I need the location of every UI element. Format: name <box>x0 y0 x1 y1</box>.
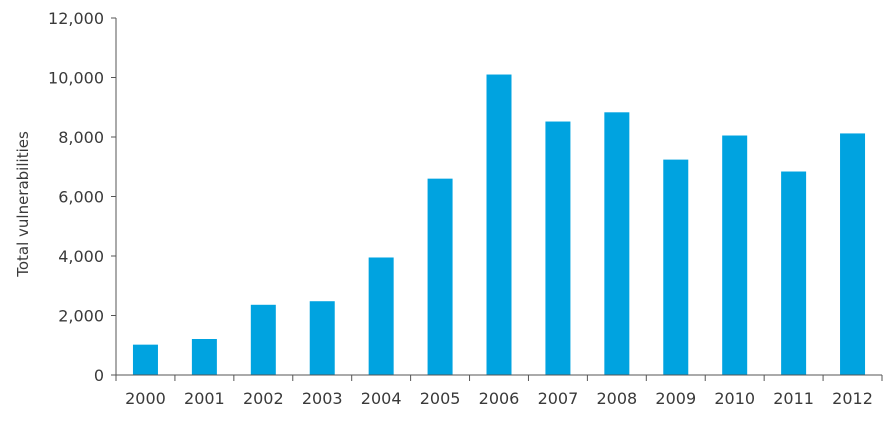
y-axis: 0 2,000 4,000 6,000 8,000 10,000 12,000 <box>48 9 117 385</box>
bar-2003 <box>309 301 335 375</box>
bar-2004 <box>368 257 394 375</box>
x-tick-label: 2000 <box>125 389 166 408</box>
y-tick-label: 0 <box>94 366 104 385</box>
bar-2005 <box>427 178 453 375</box>
x-tick-label: 2011 <box>773 389 814 408</box>
x-tick-label: 2003 <box>302 389 343 408</box>
bar-2007 <box>545 121 571 375</box>
x-tick-label: 2002 <box>243 389 284 408</box>
bar-2009 <box>663 159 689 375</box>
bar-2002 <box>250 304 276 375</box>
y-axis-title: Total vulnerabilities <box>14 131 32 278</box>
x-tick-label: 2004 <box>361 389 402 408</box>
x-tick-label: 2008 <box>596 389 637 408</box>
bars <box>132 74 866 376</box>
x-axis: 2000 2001 2002 2003 2004 2005 2006 2007 2008 2009… <box>115 374 883 408</box>
bar-2000 <box>132 344 158 375</box>
y-axis-title-group: Total vulnerabilities <box>14 131 32 278</box>
x-tick-label: 2012 <box>832 389 873 408</box>
bar-2011 <box>781 171 807 375</box>
bar-2010 <box>722 135 748 375</box>
x-tick-label: 2001 <box>184 389 225 408</box>
y-tick-label: 12,000 <box>48 9 104 28</box>
bar-2012 <box>840 133 866 375</box>
y-tick-label: 2,000 <box>58 307 104 326</box>
bar-2001 <box>191 339 217 375</box>
bar-2006 <box>486 74 512 376</box>
y-tick-label: 4,000 <box>58 247 104 266</box>
x-tick-label: 2006 <box>479 389 520 408</box>
x-tick-label: 2010 <box>714 389 755 408</box>
x-tick-label: 2009 <box>655 389 696 408</box>
x-tick-label: 2007 <box>538 389 579 408</box>
y-tick-label: 6,000 <box>58 188 104 207</box>
bar-2008 <box>604 112 630 376</box>
x-tick-label: 2005 <box>420 389 461 408</box>
y-tick-label: 8,000 <box>58 128 104 147</box>
y-tick-label: 10,000 <box>48 69 104 88</box>
